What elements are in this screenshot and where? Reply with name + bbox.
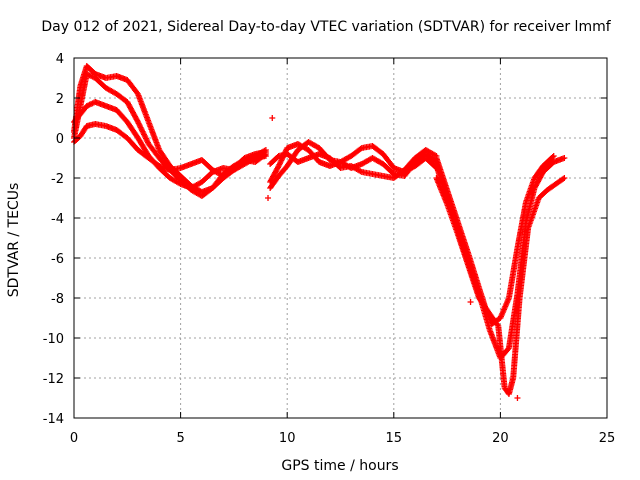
- y-tick-label: 0: [56, 132, 64, 147]
- x-tick-label: 15: [386, 431, 403, 446]
- series-track-late-c: [433, 175, 568, 397]
- data-point: [561, 155, 568, 161]
- series-track-d: [71, 121, 269, 179]
- data-point: [550, 153, 557, 159]
- data-point: [561, 175, 568, 181]
- x-tick-label: 25: [599, 431, 616, 446]
- x-tick-label: 0: [70, 431, 78, 446]
- data-point: [176, 180, 183, 187]
- chart-title: Day 012 of 2021, Sidereal Day-to-day VTE…: [41, 19, 611, 35]
- outlier-point: [265, 195, 272, 201]
- x-tick-label: 20: [492, 431, 509, 446]
- y-tick-label: 2: [56, 92, 64, 107]
- y-tick-label: 4: [56, 52, 64, 67]
- y-tick-label: -8: [51, 292, 64, 307]
- y-tick-label: -4: [51, 212, 64, 227]
- data-point: [357, 168, 364, 175]
- data-point: [432, 152, 439, 159]
- data-point: [262, 149, 269, 155]
- y-tick-label: -10: [43, 332, 64, 347]
- y-tick-label: -6: [51, 252, 64, 267]
- data-point: [549, 154, 556, 160]
- y-tick-label: -14: [43, 412, 64, 427]
- outlier-point: [269, 115, 276, 121]
- data-point: [504, 346, 511, 353]
- series-track-mid-c: [267, 139, 440, 191]
- outlier-point: [514, 395, 521, 401]
- series-layer: [71, 63, 568, 401]
- series-outliers: [265, 115, 521, 401]
- data-point: [357, 145, 364, 152]
- data-point: [494, 321, 501, 328]
- y-tick-label: -2: [51, 172, 64, 187]
- outlier-point: [467, 299, 474, 305]
- y-tick-label: -12: [43, 372, 64, 387]
- grid: [74, 58, 607, 418]
- data-point: [560, 175, 567, 182]
- x-tick-label: 10: [279, 431, 296, 446]
- y-axis-label: SDTVAR / TECUs: [6, 183, 22, 298]
- x-tick-label: 5: [176, 431, 184, 446]
- plot-frame: [73, 57, 608, 419]
- x-axis-label: GPS time / hours: [281, 458, 398, 474]
